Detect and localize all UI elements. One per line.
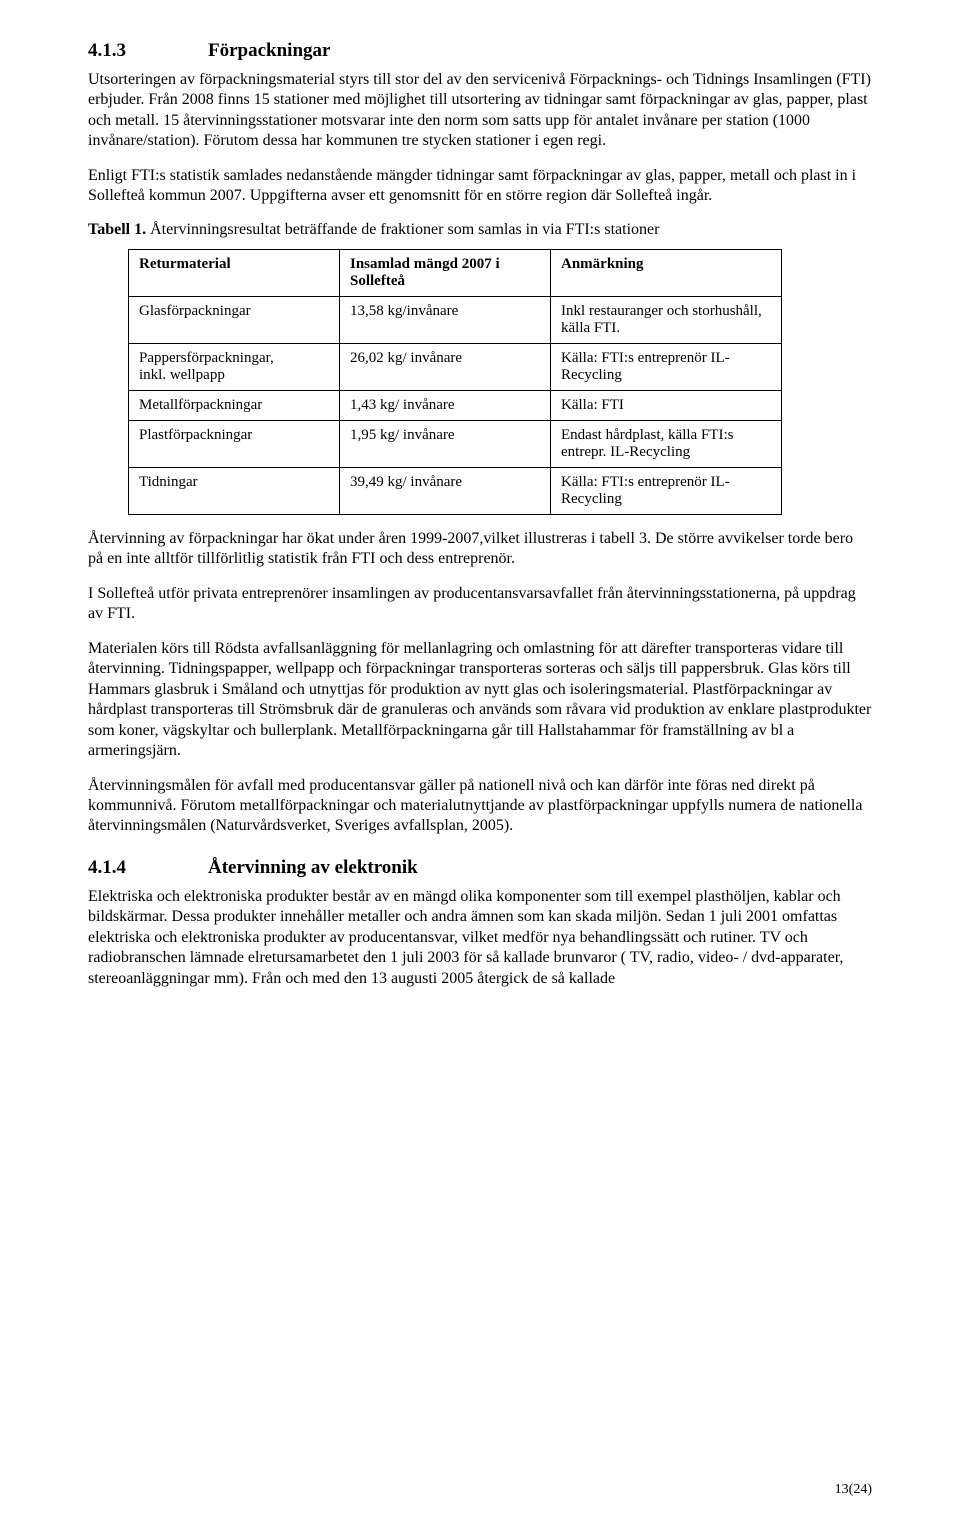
heading-414: 4.1.4Återvinning av elektronik: [88, 857, 872, 879]
paragraph: I Sollefteå utför privata entreprenörer …: [88, 584, 872, 625]
cell-amount: 1,95 kg/ invånare: [340, 420, 551, 467]
th-note: Anmärkning: [551, 249, 782, 296]
cell-material: Pappersförpackningar, inkl. wellpapp: [129, 343, 340, 390]
cell-amount: 26,02 kg/ invånare: [340, 343, 551, 390]
cell-amount: 1,43 kg/ invånare: [340, 390, 551, 420]
paragraph: Återvinning av förpackningar har ökat un…: [88, 529, 872, 570]
page-number: 13(24): [835, 1482, 872, 1498]
cell-material: Metallförpackningar: [129, 390, 340, 420]
cell-amount: 13,58 kg/invånare: [340, 296, 551, 343]
cell-material: Glasförpackningar: [129, 296, 340, 343]
heading-number: 4.1.3: [88, 40, 208, 62]
table-row: Tidningar 39,49 kg/ invånare Källa: FTI:…: [129, 467, 782, 514]
caption-text: Återvinningsresultat beträffande de frak…: [146, 221, 659, 238]
cell-note: Källa: FTI:s entreprenör IL-Recycling: [551, 467, 782, 514]
heading-title: Återvinning av elektronik: [208, 857, 418, 878]
recovery-table: Returmaterial Insamlad mängd 2007 i Soll…: [128, 249, 782, 515]
cell-note: Inkl restauranger och storhushåll, källa…: [551, 296, 782, 343]
document-page: 4.1.3Förpackningar Utsorteringen av förp…: [0, 0, 960, 1528]
heading-title: Förpackningar: [208, 40, 330, 61]
paragraph: Utsorteringen av förpackningsmaterial st…: [88, 70, 872, 152]
table-row: Metallförpackningar 1,43 kg/ invånare Kä…: [129, 390, 782, 420]
heading-number: 4.1.4: [88, 857, 208, 879]
paragraph: Materialen körs till Rödsta avfallsanläg…: [88, 639, 872, 762]
th-material: Returmaterial: [129, 249, 340, 296]
th-amount: Insamlad mängd 2007 i Sollefteå: [340, 249, 551, 296]
heading-413: 4.1.3Förpackningar: [88, 40, 872, 62]
table-header-row: Returmaterial Insamlad mängd 2007 i Soll…: [129, 249, 782, 296]
caption-label: Tabell 1.: [88, 221, 146, 238]
table-row: Pappersförpackningar, inkl. wellpapp 26,…: [129, 343, 782, 390]
table-caption: Tabell 1. Återvinningsresultat beträffan…: [88, 221, 872, 239]
cell-note: Källa: FTI:s entreprenör IL-Recycling: [551, 343, 782, 390]
paragraph: Enligt FTI:s statistik samlades nedanstå…: [88, 166, 872, 207]
cell-note: Endast hårdplast, källa FTI:s entrepr. I…: [551, 420, 782, 467]
cell-amount: 39,49 kg/ invånare: [340, 467, 551, 514]
cell-material: Plastförpackningar: [129, 420, 340, 467]
table-row: Glasförpackningar 13,58 kg/invånare Inkl…: [129, 296, 782, 343]
cell-note: Källa: FTI: [551, 390, 782, 420]
table-row: Plastförpackningar 1,95 kg/ invånare End…: [129, 420, 782, 467]
paragraph: Elektriska och elektroniska produkter be…: [88, 887, 872, 989]
cell-material: Tidningar: [129, 467, 340, 514]
paragraph: Återvinningsmålen för avfall med produce…: [88, 776, 872, 837]
